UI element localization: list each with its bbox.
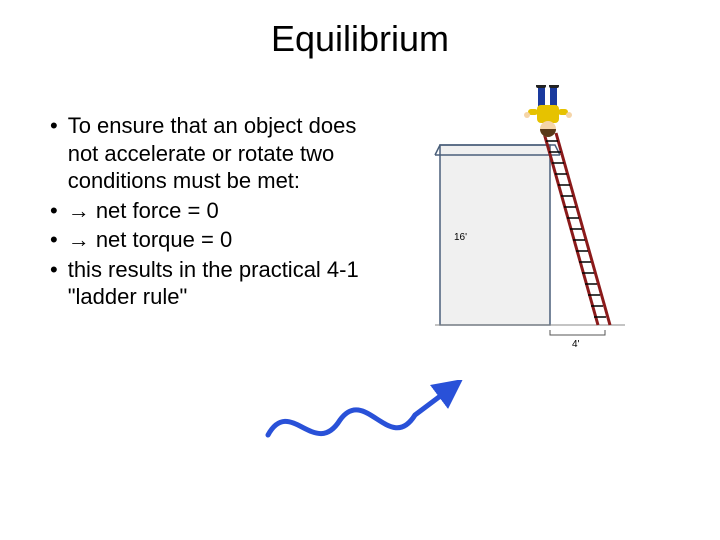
base-label: 4' <box>572 339 580 350</box>
squiggle-path <box>268 385 455 435</box>
ladder-diagram: 16' 4' <box>430 85 660 385</box>
bullet-marker: • <box>50 112 58 195</box>
bullet-text: → net force = 0 <box>68 197 370 225</box>
bullet-marker: • <box>50 256 58 311</box>
base-brace <box>550 330 605 335</box>
person-figure <box>524 85 572 137</box>
bullet-marker: • <box>50 226 58 254</box>
ladder-rail <box>556 133 610 325</box>
bullet-marker: • <box>50 197 58 225</box>
bullet-text: To ensure that an object does not accele… <box>68 112 370 195</box>
list-item: • → net torque = 0 <box>50 226 370 254</box>
bullet-text: → net torque = 0 <box>68 226 370 254</box>
page-title: Equilibrium <box>0 0 720 60</box>
list-item: • this results in the practical 4-1 "lad… <box>50 256 370 311</box>
bullet-text: this results in the practical 4-1 "ladde… <box>68 256 370 311</box>
list-item: • To ensure that an object does not acce… <box>50 112 370 195</box>
height-label: 16' <box>454 232 467 243</box>
list-item: • → net force = 0 <box>50 197 370 225</box>
bullet-list: • To ensure that an object does not acce… <box>50 112 370 313</box>
arrow-squiggle <box>260 380 470 470</box>
